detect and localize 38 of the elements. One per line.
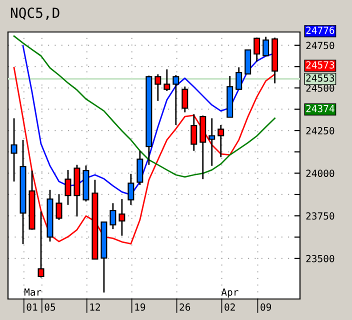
- candlestick: [136, 150, 144, 186]
- y-tick-label: 24500: [306, 84, 334, 92]
- candlestick: [262, 36, 270, 56]
- text: 24776: [306, 26, 334, 34]
- candlestick: [154, 74, 162, 102]
- chart-title: NQC5,D: [10, 8, 60, 20]
- candlestick: [190, 113, 198, 152]
- y-tick-label: 23750: [306, 212, 334, 220]
- y-tick-label: 24750: [306, 42, 334, 50]
- candlestick: [254, 36, 260, 62]
- x-tick-label: 26: [180, 303, 190, 311]
- y-tick-label: 23500: [306, 254, 334, 262]
- annotation: Apr: [221, 288, 238, 298]
- candlestick: [172, 74, 180, 126]
- x-tick-label: 05: [44, 303, 56, 311]
- y-tick-label: 24000: [306, 170, 334, 178]
- candlestick: [182, 86, 188, 113]
- y-tick-label: 24250: [306, 127, 334, 134]
- text: 24374: [306, 104, 334, 112]
- candlestick: [236, 66, 242, 90]
- text: 24573: [306, 61, 334, 69]
- candlestick: [118, 198, 126, 236]
- candlestick: [128, 173, 134, 206]
- x-tick-label: 09: [260, 303, 272, 311]
- candlestick: [10, 118, 18, 182]
- candlestick: [164, 68, 170, 92]
- ref-line-label: 24553: [306, 74, 334, 82]
- x-tick-label: 01: [26, 303, 38, 311]
- annotation: Mar: [24, 288, 42, 296]
- x-tick-label: 02: [224, 303, 235, 311]
- candlestick: [56, 193, 62, 221]
- x-tick-label: 12: [90, 303, 100, 311]
- candlestick: [208, 118, 216, 167]
- candlestick: [64, 169, 72, 206]
- candlestick: [218, 124, 224, 158]
- line-series: [13, 35, 276, 178]
- x-tick-label: 19: [135, 303, 146, 311]
- candlestick: [110, 202, 116, 230]
